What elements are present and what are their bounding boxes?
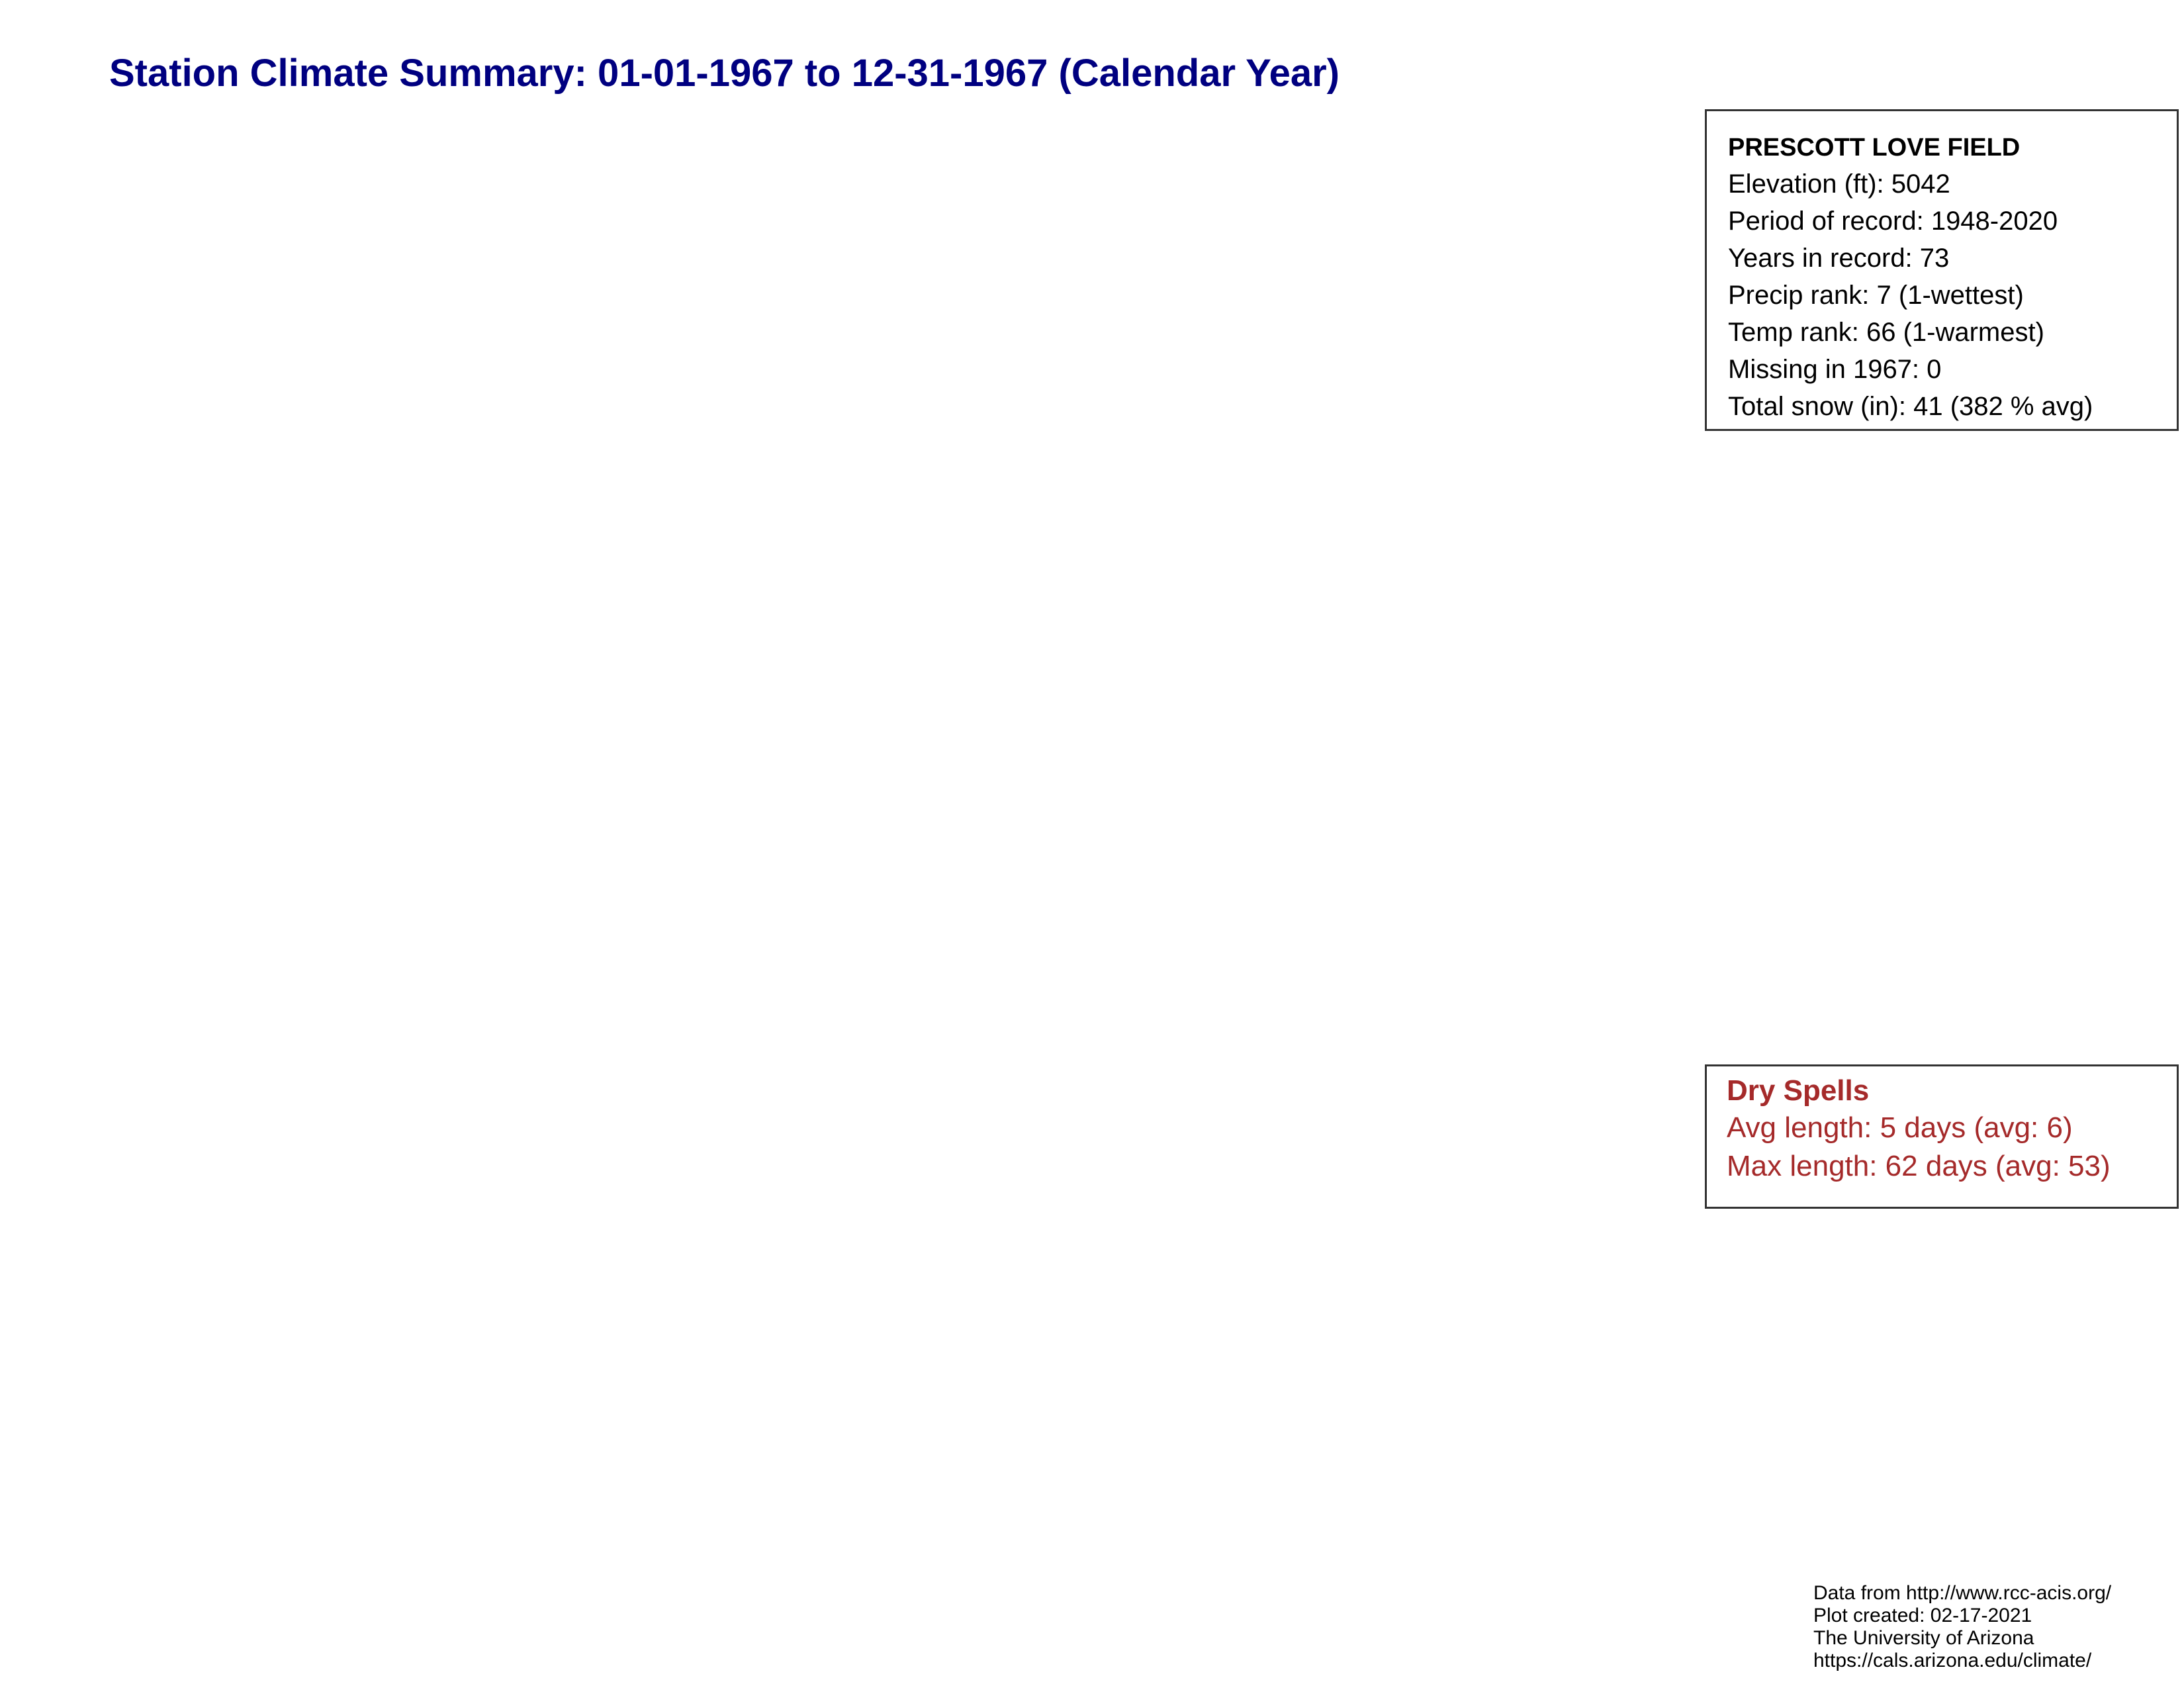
dry-spells-max: Max length: 62 days (avg: 53) <box>1727 1150 2111 1182</box>
station-years: Years in record: 73 <box>1728 244 1950 273</box>
dry-spells-avg: Avg length: 5 days (avg: 6) <box>1727 1111 2073 1144</box>
station-temp-rank: Temp rank: 66 (1-warmest) <box>1728 318 2044 347</box>
station-period: Period of record: 1948-2020 <box>1728 207 2058 236</box>
station-name: PRESCOTT LOVE FIELD <box>1728 134 2021 162</box>
footer-university: The University of Arizona <box>1813 1627 2034 1649</box>
footer-created: Plot created: 02-17-2021 <box>1813 1605 2032 1626</box>
station-total-snow: Total snow (in): 41 (382 % avg) <box>1728 392 2093 421</box>
footer-notes: Data from http://www.rcc-acis.org/ Plot … <box>1813 1582 2111 1672</box>
footer-url: https://cals.arizona.edu/climate/ <box>1813 1650 2092 1671</box>
dry-spells-title: Dry Spells <box>1727 1074 1870 1107</box>
page-title: Station Climate Summary: 01-01-1967 to 1… <box>109 52 1340 95</box>
station-missing: Missing in 1967: 0 <box>1728 355 1942 384</box>
station-precip-rank: Precip rank: 7 (1-wettest) <box>1728 281 2024 310</box>
dry-spells-box: Dry Spells Avg length: 5 days (avg: 6) M… <box>1705 1064 2179 1209</box>
footer-source: Data from http://www.rcc-acis.org/ <box>1813 1582 2112 1604</box>
station-info-box: PRESCOTT LOVE FIELD Elevation (ft): 5042… <box>1705 109 2179 431</box>
station-elevation: Elevation (ft): 5042 <box>1728 169 1950 199</box>
